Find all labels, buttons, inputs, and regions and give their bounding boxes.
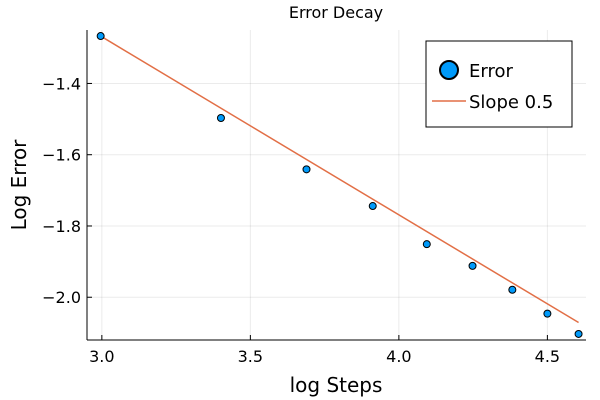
data-point	[422, 240, 431, 249]
series-line-slope	[100, 35, 579, 324]
x-tick-label: 3.5	[238, 347, 263, 366]
legend-label-slope: Slope 0.5	[469, 92, 553, 113]
x-axis-label: log Steps	[290, 373, 383, 397]
data-point	[508, 285, 517, 294]
y-ticks: −1.4 −1.6 −1.8 −2.0	[42, 74, 92, 307]
data-point	[368, 202, 377, 211]
y-tick-label: −2.0	[42, 288, 81, 307]
data-point	[543, 309, 552, 318]
legend-label-error: Error	[469, 61, 513, 82]
y-tick-label: −1.6	[42, 146, 81, 165]
legend-marker-error	[439, 60, 459, 80]
x-tick-label: 4.5	[535, 347, 560, 366]
series-points-group	[96, 32, 583, 338]
y-tick-label: −1.8	[42, 217, 81, 236]
data-point	[216, 114, 225, 123]
legend: Error Slope 0.5	[425, 40, 573, 128]
data-point	[302, 165, 311, 174]
x-ticks: 3.0 3.5 4.0 4.5	[89, 335, 560, 366]
data-point	[468, 261, 477, 270]
chart-title: Error Decay	[289, 3, 383, 22]
series-line-group	[100, 35, 579, 324]
x-tick-label: 3.0	[89, 347, 114, 366]
x-tick-label: 4.0	[386, 347, 411, 366]
legend-box	[425, 40, 573, 128]
data-point	[574, 329, 583, 338]
y-tick-label: −1.4	[42, 74, 81, 93]
y-axis-label: Log Error	[7, 139, 31, 231]
data-point	[96, 32, 105, 41]
